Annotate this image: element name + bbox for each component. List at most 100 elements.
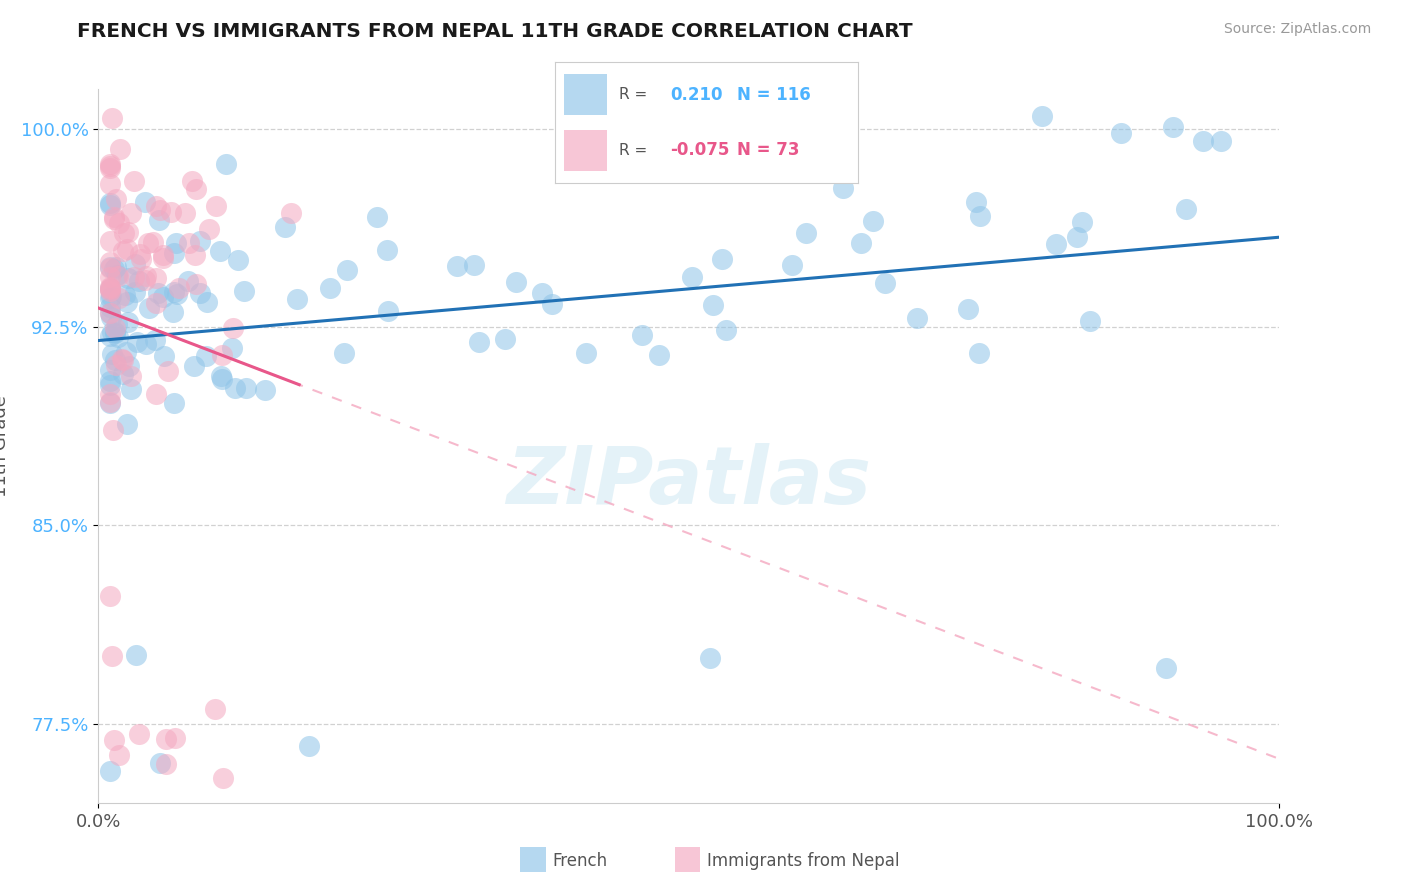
- Point: [166, 287, 188, 301]
- Point: [105, 268, 128, 282]
- Point: [142, 235, 165, 250]
- Point: [135, 337, 157, 351]
- Point: [98, 159, 121, 173]
- Point: [98, 306, 121, 320]
- Point: [832, 180, 855, 194]
- Point: [98, 255, 121, 269]
- Point: [333, 346, 356, 360]
- Point: [149, 203, 172, 218]
- Text: ZIPatlas: ZIPatlas: [506, 442, 872, 521]
- Point: [120, 382, 142, 396]
- Point: [204, 701, 226, 715]
- Point: [969, 210, 991, 224]
- Point: [98, 306, 121, 320]
- Point: [103, 212, 125, 227]
- Point: [100, 310, 122, 325]
- Point: [222, 321, 245, 335]
- Point: [1031, 109, 1053, 123]
- Point: [177, 235, 200, 250]
- Point: [98, 195, 121, 210]
- Point: [104, 358, 127, 372]
- Point: [575, 346, 598, 360]
- Point: [956, 301, 979, 316]
- Text: -0.075: -0.075: [671, 141, 730, 160]
- Point: [98, 197, 121, 211]
- Point: [699, 650, 721, 665]
- Point: [122, 269, 145, 284]
- Point: [1211, 134, 1233, 148]
- Point: [1045, 237, 1067, 252]
- Point: [530, 286, 553, 301]
- Point: [98, 260, 121, 275]
- Point: [98, 301, 121, 315]
- Text: N = 73: N = 73: [737, 141, 799, 160]
- Point: [710, 252, 733, 267]
- Point: [98, 157, 121, 171]
- Point: [177, 274, 200, 288]
- Point: [98, 374, 121, 388]
- Point: [127, 335, 149, 350]
- Point: [505, 275, 527, 289]
- Point: [780, 258, 803, 272]
- Point: [298, 739, 321, 754]
- Point: [162, 304, 184, 318]
- Point: [211, 771, 233, 785]
- Point: [107, 216, 129, 230]
- Point: [110, 142, 132, 156]
- Text: Immigrants from Nepal: Immigrants from Nepal: [707, 852, 900, 870]
- Point: [209, 244, 232, 258]
- Point: [159, 205, 181, 219]
- Point: [221, 341, 243, 355]
- Point: [101, 648, 124, 663]
- Point: [165, 731, 187, 745]
- Point: [319, 280, 342, 294]
- Point: [467, 334, 489, 349]
- Point: [198, 222, 221, 236]
- Y-axis label: 11th Grade: 11th Grade: [0, 395, 10, 497]
- Point: [224, 381, 246, 395]
- Point: [120, 206, 142, 220]
- Point: [366, 210, 388, 224]
- Point: [107, 291, 129, 305]
- Point: [195, 295, 218, 310]
- Point: [112, 368, 135, 382]
- Point: [117, 271, 139, 285]
- Text: R =: R =: [619, 87, 647, 103]
- Point: [716, 323, 738, 337]
- Point: [135, 268, 157, 283]
- Point: [174, 206, 197, 220]
- Point: [136, 235, 159, 250]
- Point: [211, 348, 233, 362]
- Point: [209, 369, 232, 384]
- Point: [98, 234, 121, 248]
- Point: [157, 364, 180, 378]
- Point: [273, 220, 295, 235]
- Point: [128, 246, 150, 260]
- Point: [143, 333, 166, 347]
- Point: [148, 213, 170, 227]
- Point: [163, 396, 186, 410]
- Point: [540, 297, 562, 311]
- Text: French: French: [553, 852, 607, 870]
- Point: [336, 263, 359, 277]
- Text: Source: ZipAtlas.com: Source: ZipAtlas.com: [1223, 22, 1371, 37]
- Point: [702, 298, 724, 312]
- Point: [98, 387, 121, 401]
- Point: [184, 182, 207, 196]
- Point: [180, 174, 202, 188]
- Point: [129, 252, 152, 266]
- Point: [98, 261, 121, 276]
- Point: [105, 192, 128, 206]
- Point: [115, 295, 138, 310]
- Point: [103, 262, 125, 277]
- Point: [152, 248, 174, 262]
- Point: [967, 345, 990, 359]
- Point: [188, 285, 211, 300]
- Point: [104, 321, 127, 335]
- Point: [107, 747, 129, 762]
- Point: [155, 732, 177, 747]
- Point: [149, 756, 172, 771]
- Point: [107, 330, 129, 344]
- Point: [111, 353, 134, 368]
- Point: [98, 363, 121, 377]
